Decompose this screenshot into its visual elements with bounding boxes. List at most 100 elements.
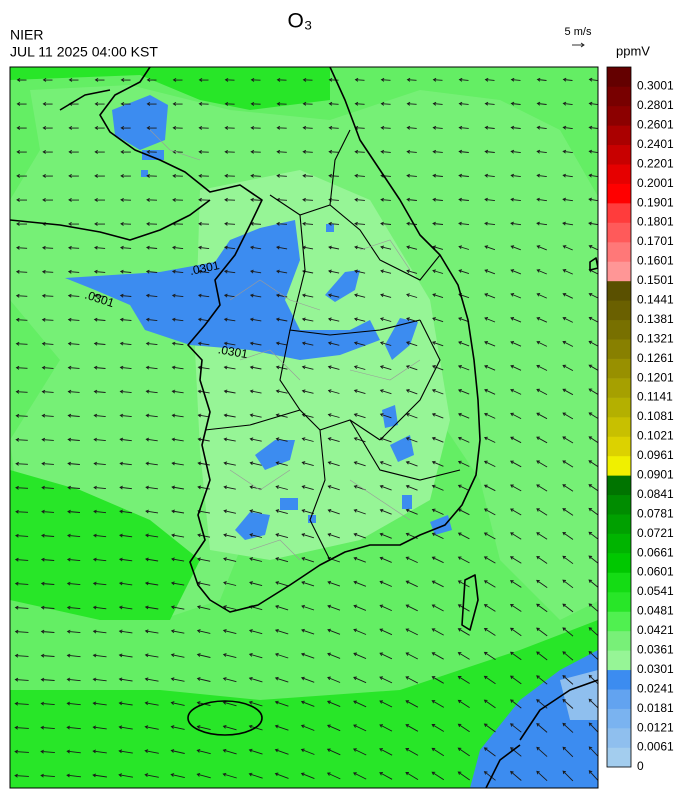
colorbar-box xyxy=(607,222,631,243)
wind-vector xyxy=(93,293,106,298)
wind-vector xyxy=(118,581,133,586)
wind-vector xyxy=(94,174,105,178)
wind-vector xyxy=(66,653,81,658)
wind-vector xyxy=(379,652,393,660)
wind-vector xyxy=(301,461,314,467)
wind-vector xyxy=(42,102,53,106)
wind-vector xyxy=(510,77,521,82)
wind-vector xyxy=(536,436,548,444)
wind-vector xyxy=(509,580,522,588)
wind-vector xyxy=(405,604,418,612)
wind-vector xyxy=(405,724,419,732)
colorbar-label: 0.0421 xyxy=(637,623,674,637)
wind-vector xyxy=(66,581,81,586)
wind-vector xyxy=(588,412,598,420)
wind-vector xyxy=(92,677,107,682)
wind-vector xyxy=(66,605,81,610)
wind-vector xyxy=(16,102,27,106)
wind-vector xyxy=(42,198,54,202)
wind-vector xyxy=(275,557,289,563)
wind-vector xyxy=(457,628,470,636)
wind-vector xyxy=(249,389,262,394)
wind-vector xyxy=(146,150,157,154)
wind-vector xyxy=(379,604,392,612)
wind-vector xyxy=(197,341,210,346)
wind-vector xyxy=(509,604,522,612)
wind-vector xyxy=(15,293,28,298)
wind-vector xyxy=(223,389,236,394)
wind-vector xyxy=(536,269,547,275)
wind-vector xyxy=(353,532,366,539)
wind-vector xyxy=(198,221,210,226)
wind-vector xyxy=(67,437,80,442)
wind-vector xyxy=(224,173,235,178)
wind-vector xyxy=(249,557,263,562)
wind-vector xyxy=(145,341,158,346)
wind-vector xyxy=(562,292,573,299)
wind-vector xyxy=(327,485,340,491)
wind-vector xyxy=(327,317,340,322)
wind-vector xyxy=(327,437,340,443)
wind-vector xyxy=(483,628,496,636)
colorbar-box xyxy=(607,708,631,729)
wind-vector xyxy=(68,150,79,154)
wind-vector xyxy=(588,770,598,782)
wind-vector xyxy=(223,317,236,322)
wind-vector xyxy=(458,125,469,130)
wind-vector xyxy=(562,245,573,251)
wind-vector xyxy=(588,173,598,178)
wind-vector xyxy=(16,198,28,202)
wind-vector xyxy=(92,653,107,658)
wind-vector xyxy=(484,221,496,226)
wind-vector xyxy=(458,173,469,178)
wind-vector xyxy=(171,293,184,298)
colorbar-box xyxy=(607,417,631,437)
wind-vector xyxy=(353,604,367,611)
colorbar-label: 0.0541 xyxy=(637,584,674,598)
wind-vector xyxy=(301,509,314,515)
colorbar-box xyxy=(607,242,631,262)
wind-vector xyxy=(92,773,107,778)
wind-vector xyxy=(536,173,547,178)
map: .0301 .0301 .0301 xyxy=(10,67,598,788)
wind-vector xyxy=(16,78,27,82)
colorbar-label: 0.0721 xyxy=(637,526,674,540)
wind-vector xyxy=(458,221,470,226)
colorbar-label: 0.1601 xyxy=(637,254,674,268)
wind-vector xyxy=(274,724,289,731)
wind-vector xyxy=(41,269,54,274)
wind-vector xyxy=(93,317,106,322)
wind-vector xyxy=(248,700,263,707)
wind-vector xyxy=(171,389,184,394)
wind-vector xyxy=(274,772,289,779)
wind-vector xyxy=(40,581,55,586)
wind-vector xyxy=(379,556,392,563)
wind-vector xyxy=(92,557,107,562)
wind-vector xyxy=(432,77,443,82)
wind-vector xyxy=(457,388,470,395)
wind-vector xyxy=(380,101,391,106)
wind-vector xyxy=(536,364,548,371)
wind-vector xyxy=(118,605,133,610)
wind-vector xyxy=(326,748,341,756)
wind-vector xyxy=(94,198,106,202)
wind-vector xyxy=(145,269,158,274)
wind-vector xyxy=(484,173,495,178)
wind-vector xyxy=(119,533,133,538)
wind-vector xyxy=(249,437,262,442)
wind-vector xyxy=(146,198,158,202)
wind-vector xyxy=(431,771,445,781)
wind-vector xyxy=(536,532,548,540)
wind-vector xyxy=(15,413,28,418)
wind-vector xyxy=(483,699,496,709)
wind-vector xyxy=(484,149,495,154)
wind-vector xyxy=(93,533,107,538)
wind-vector xyxy=(354,197,365,202)
wind-vector xyxy=(196,629,211,634)
wind-vector xyxy=(172,245,184,250)
colorbar-label: 0.0361 xyxy=(637,643,674,657)
wind-vector xyxy=(510,173,521,178)
wind-vector xyxy=(562,412,574,420)
wind-vector xyxy=(170,653,185,658)
wind-vector xyxy=(144,749,159,754)
